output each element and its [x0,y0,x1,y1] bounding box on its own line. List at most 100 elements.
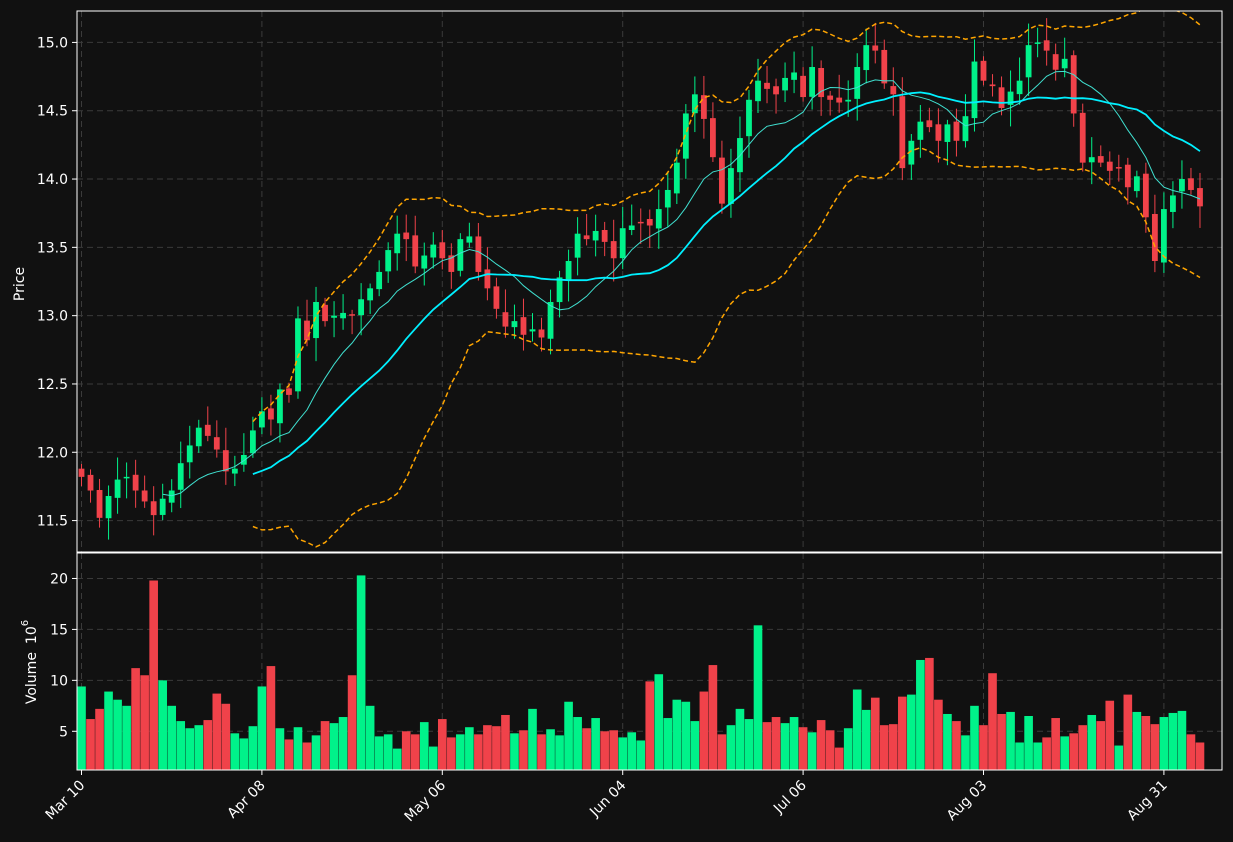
volume-panel-frame [76,552,1223,771]
volume-bar [122,705,131,770]
candle-down [1070,55,1077,114]
candle-up [168,490,175,503]
volume-bar [320,721,330,770]
price-panel-frame [76,10,1223,553]
volume-y-ticks: 5 10 15 20 [50,571,77,740]
candle-down [78,468,85,477]
volume-bar [825,730,835,770]
candle-up [385,250,392,272]
volume-bar [834,747,844,770]
candle-down [439,242,446,259]
candle-down [222,450,229,472]
candle-up [159,498,166,515]
volume-bar [735,708,745,770]
candle-up [1007,91,1014,105]
volume-panel [77,575,1205,770]
volume-bar [185,728,195,770]
candle-down [710,118,716,158]
volume-bar [1141,716,1151,770]
volume-bar [465,727,474,770]
volume-bar [501,714,510,770]
volume-bar [979,725,988,770]
volume-bar [1168,712,1178,770]
candle-down [881,49,888,84]
candle-down [502,312,509,327]
candle-up [367,288,374,301]
bollinger-lower-line [252,147,1201,548]
candle-up [1061,58,1068,69]
price-tick-label: 14.0 [37,172,68,188]
volume-bar [329,723,339,770]
volume-axis-unit: 10 [24,626,40,644]
volume-bar [392,748,402,770]
candle-up [628,225,635,230]
volume-bar [203,720,213,770]
candle-down [1124,164,1131,188]
candle-up [430,244,437,258]
volume-bar [744,719,754,770]
volume-bar [564,701,573,770]
volume-bar [113,699,122,770]
volume-bar [888,724,898,770]
candle-down [141,490,148,502]
candle-up [691,94,698,114]
volume-bar [1087,714,1097,770]
volume-bar [483,725,492,770]
candle-up [728,168,734,204]
volume-bar [140,675,149,770]
candle-up [511,321,518,328]
volume-bar [293,727,303,770]
volume-bar [302,742,312,770]
volume-bar [266,666,276,770]
volume-bar [401,731,411,770]
candle-up [845,99,852,102]
volume-bar [807,732,817,770]
candle-down [1097,156,1104,163]
candle-down [800,75,806,98]
volume-bar [221,703,231,770]
volume-bar [86,719,95,770]
volume-bar [898,696,907,770]
candle-up [394,233,401,254]
candle-down [493,286,500,309]
volume-bar [916,659,925,770]
volume-bar [419,722,429,770]
volume-bar [1006,711,1015,770]
volume-tick-label: 15 [50,622,68,638]
candle-up [177,463,184,490]
volume-bar [1150,724,1160,770]
volume-tick-label: 10 [50,673,68,689]
volume-tick-label: 20 [50,571,68,587]
volume-bar [456,734,465,770]
candle-down [700,95,707,119]
volume-bar [555,735,564,770]
volume-bar [690,721,700,770]
volume-bar [997,713,1006,770]
price-tick-label: 12.0 [37,445,68,461]
volume-bar [1195,742,1205,770]
volume-bar [437,719,447,770]
candle-down [1106,161,1113,171]
candle-down [998,87,1005,108]
candle-down [583,235,590,240]
candle-up [358,299,365,316]
candle-up [259,411,265,428]
candle-up [755,80,761,102]
volume-bar [176,721,186,770]
candle-up [547,301,554,339]
volume-bar [934,699,943,770]
volume-bar [925,657,934,770]
volume-bar [591,718,600,770]
volume-bar [1078,725,1088,770]
candle-up [809,67,816,97]
ma-slow-line [252,91,1201,475]
candle-down [646,219,653,226]
candle-up [1179,179,1185,192]
candle-down [1115,167,1122,169]
volume-bar [474,734,483,770]
candle-down [538,329,545,338]
candle-down [412,235,419,267]
candle-down [601,229,608,242]
volume-bar [510,733,519,770]
